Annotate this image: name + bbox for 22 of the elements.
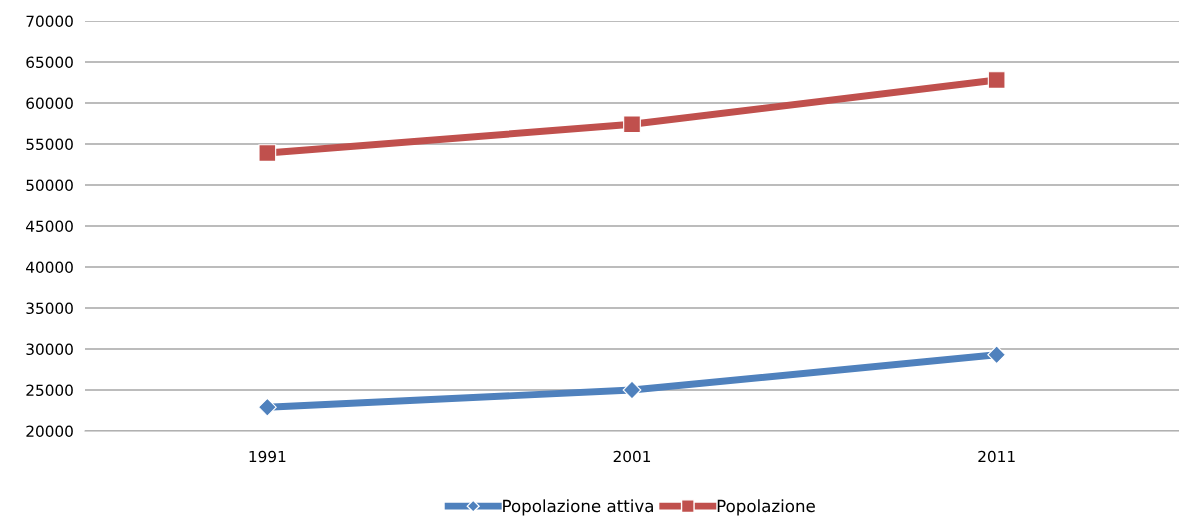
y-tick-label: 60000	[26, 97, 73, 110]
point	[987, 345, 1007, 365]
y-tick-label: 70000	[26, 15, 73, 28]
point	[257, 397, 277, 417]
y-tick-label: 30000	[26, 343, 73, 356]
y-tick-label: 20000	[26, 425, 73, 438]
x-tick-label: 1991	[249, 450, 286, 463]
x-tick-label: 2001	[613, 450, 651, 463]
y-tick-label: 35000	[26, 302, 73, 315]
y-tick-label: 65000	[26, 56, 73, 69]
legend-label: Popolazione	[717, 499, 815, 516]
legend-label: Popolazione attiva	[503, 499, 653, 516]
y-tick-label: 40000	[26, 261, 73, 274]
y-tick-label: 45000	[26, 220, 73, 233]
x-tick-label: 2011	[978, 450, 1015, 463]
y-tick-label: 25000	[26, 384, 73, 397]
point	[987, 71, 1006, 89]
point	[622, 380, 642, 400]
point	[623, 115, 641, 134]
point	[258, 144, 277, 162]
y-tick-label: 55000	[26, 138, 73, 151]
y-tick-label: 50000	[26, 179, 73, 192]
